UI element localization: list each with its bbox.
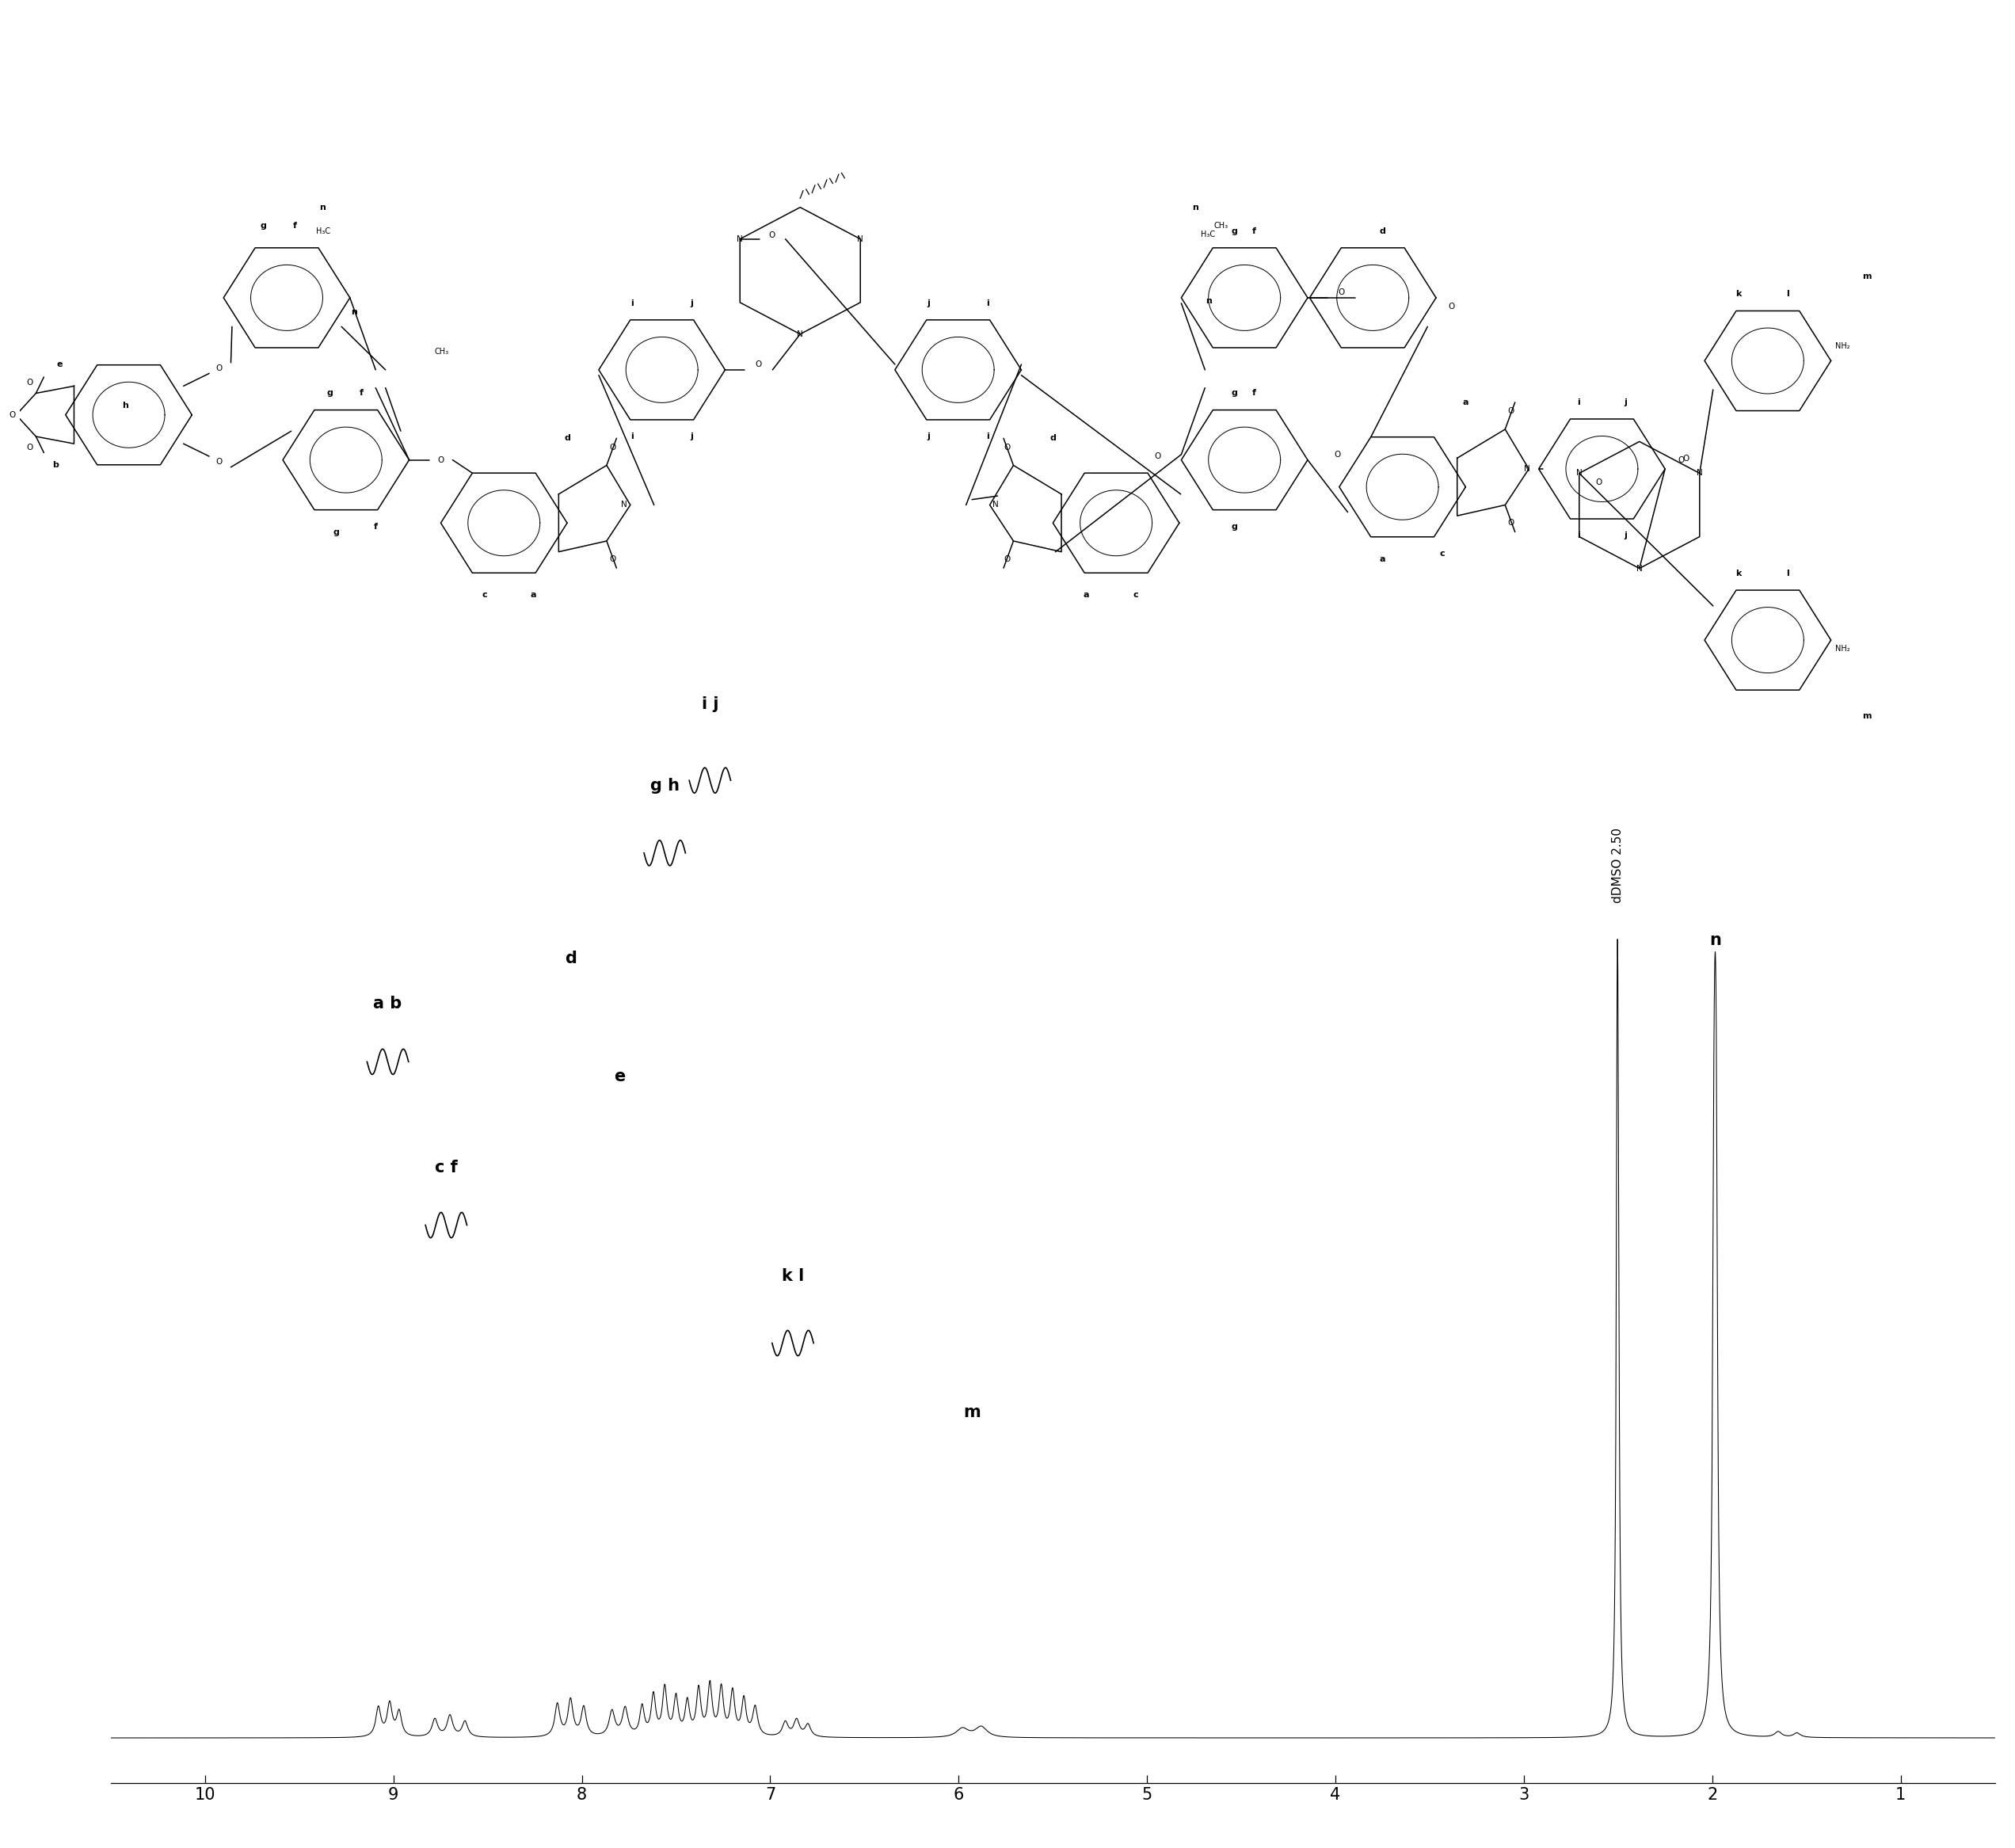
Text: O: O [1596, 479, 1602, 486]
Text: N: N [1636, 564, 1642, 573]
Text: O: O [1678, 456, 1685, 464]
Text: O: O [1338, 288, 1344, 296]
Text: O: O [8, 410, 16, 419]
Text: e: e [615, 1068, 625, 1085]
Text: O: O [1683, 455, 1689, 462]
Text: m: m [1862, 272, 1872, 281]
Text: O: O [26, 379, 34, 386]
Text: a b: a b [373, 996, 403, 1013]
Text: g: g [326, 390, 332, 397]
Text: l: l [1785, 290, 1789, 298]
Text: O: O [1155, 453, 1161, 460]
Text: i: i [631, 432, 635, 440]
Text: O: O [1449, 303, 1455, 310]
Text: NH₂: NH₂ [1836, 645, 1850, 652]
Text: O: O [1003, 444, 1012, 451]
Text: dDMSO 2.50: dDMSO 2.50 [1612, 828, 1624, 904]
Text: d: d [1380, 227, 1386, 235]
Text: g: g [1231, 523, 1237, 530]
Text: O: O [1507, 519, 1515, 527]
Text: j: j [927, 432, 931, 440]
Text: N: N [1523, 466, 1529, 473]
Text: N: N [798, 331, 804, 338]
Text: i: i [1576, 399, 1580, 407]
Text: d: d [1050, 434, 1056, 442]
Text: g: g [1231, 227, 1237, 235]
Text: i j: i j [701, 697, 719, 711]
Text: c: c [1439, 549, 1445, 558]
Text: n: n [1193, 203, 1199, 213]
Text: g h: g h [651, 778, 679, 795]
Text: c: c [482, 591, 488, 599]
Text: N: N [1697, 469, 1703, 477]
Text: O: O [26, 444, 34, 451]
Text: g: g [260, 222, 266, 229]
Text: i: i [985, 299, 989, 307]
Text: i: i [1576, 532, 1580, 540]
Text: CH₃: CH₃ [435, 347, 449, 357]
Text: a: a [1463, 399, 1469, 407]
Text: n: n [318, 203, 324, 213]
Text: a: a [530, 591, 536, 599]
Text: k: k [1735, 569, 1741, 577]
Text: m: m [1862, 711, 1872, 719]
Text: NH₂: NH₂ [1836, 342, 1850, 351]
Text: H₃C: H₃C [1201, 231, 1215, 238]
Text: N: N [737, 235, 744, 242]
Text: O: O [437, 456, 443, 464]
Text: j: j [689, 299, 693, 307]
Text: n: n [1709, 933, 1721, 948]
Text: O: O [216, 364, 222, 371]
Text: O: O [1334, 451, 1340, 458]
Text: g: g [332, 529, 339, 536]
Text: H₃C: H₃C [316, 227, 330, 235]
Text: j: j [1624, 532, 1628, 540]
Text: O: O [756, 360, 762, 368]
Text: k: k [1735, 290, 1741, 298]
Text: a: a [1084, 591, 1090, 599]
Text: d: d [564, 434, 570, 442]
Text: O: O [1507, 407, 1515, 416]
Text: N: N [1576, 469, 1582, 477]
Text: O: O [609, 444, 617, 451]
Text: N: N [993, 501, 999, 508]
Text: c: c [1132, 591, 1138, 599]
Text: j: j [1624, 399, 1628, 407]
Text: i: i [985, 432, 989, 440]
Text: n: n [351, 309, 357, 316]
Text: f: f [373, 523, 377, 530]
Text: f: f [361, 390, 365, 397]
Text: b: b [52, 462, 58, 469]
Text: h: h [121, 401, 127, 410]
Text: N: N [856, 235, 862, 242]
Text: O: O [609, 554, 617, 564]
Text: CH₃: CH₃ [1213, 222, 1227, 229]
Text: O: O [1003, 554, 1012, 564]
Text: g: g [1231, 390, 1237, 397]
Text: e: e [56, 360, 62, 368]
Text: c f: c f [435, 1159, 457, 1175]
Text: f: f [1253, 390, 1255, 397]
Text: f: f [1253, 227, 1255, 235]
Text: l: l [1785, 569, 1789, 577]
Text: j: j [927, 299, 931, 307]
Text: m: m [963, 1404, 981, 1421]
Text: f: f [292, 222, 296, 229]
Text: O: O [216, 458, 222, 466]
Text: d: d [564, 950, 576, 967]
Text: n: n [1205, 298, 1213, 305]
Text: N: N [621, 501, 627, 508]
Text: O: O [768, 231, 776, 240]
Text: i: i [631, 299, 635, 307]
Text: k l: k l [782, 1268, 804, 1284]
Text: a: a [1380, 554, 1386, 564]
Text: j: j [689, 432, 693, 440]
